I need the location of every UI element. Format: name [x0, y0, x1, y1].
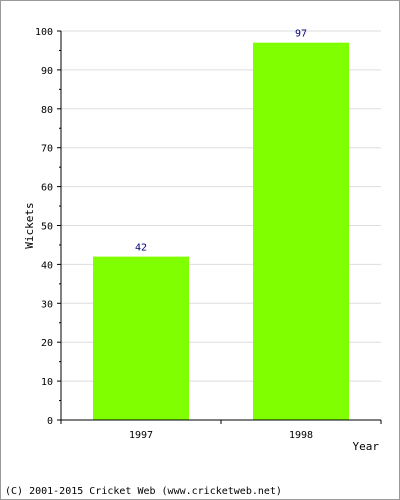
x-axis-ticks: 1997 1998: [60, 420, 382, 441]
y-tick-label: 60: [41, 183, 53, 194]
y-axis-ticks: 0 10 20 30 40 50 60 70 80 90 100: [35, 27, 61, 427]
y-tick-label: 0: [47, 416, 53, 427]
bar-value-label: 42: [135, 243, 147, 254]
y-axis-label: Wickets: [23, 202, 36, 248]
y-tick-label: 50: [41, 222, 53, 233]
x-axis-label: Year: [353, 440, 380, 453]
y-tick-label: 70: [41, 144, 53, 155]
y-tick-label: 80: [41, 105, 53, 116]
bars: [93, 42, 349, 421]
bar-data-labels: 42 97: [135, 29, 307, 254]
bar-value-label: 97: [295, 29, 307, 40]
y-tick-label: 100: [35, 27, 53, 38]
y-tick-label: 30: [41, 299, 53, 310]
x-tick-label: 1997: [129, 430, 153, 441]
y-tick-label: 20: [41, 338, 53, 349]
bar: [253, 42, 349, 421]
y-tick-label: 10: [41, 377, 53, 388]
bar: [93, 256, 189, 420]
y-tick-label: 40: [41, 260, 53, 271]
y-tick-label: 90: [41, 66, 53, 77]
x-tick-label: 1998: [289, 430, 313, 441]
copyright-footer: (C) 2001-2015 Cricket Web (www.cricketwe…: [5, 486, 282, 497]
